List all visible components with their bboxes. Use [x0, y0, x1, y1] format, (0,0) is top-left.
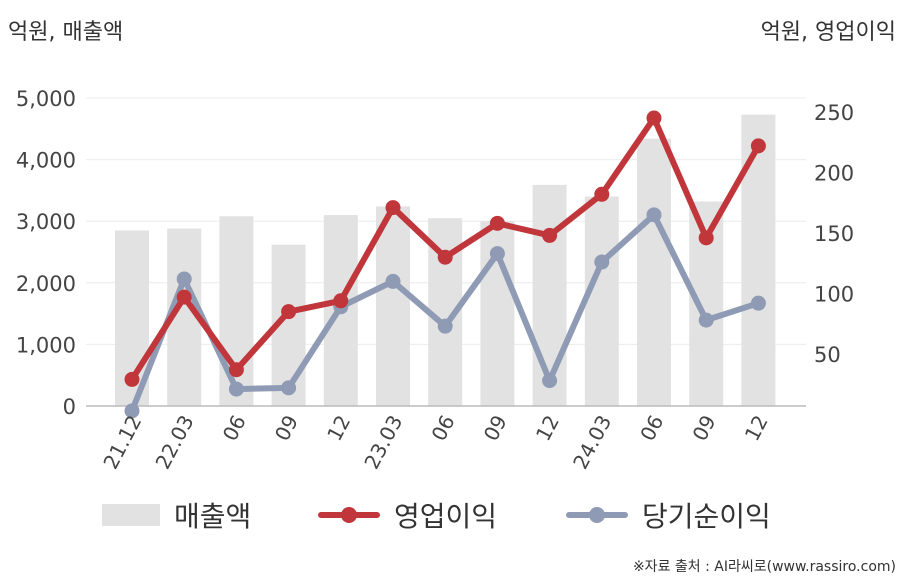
operating-profit-point [542, 227, 558, 243]
operating-profit-point [281, 304, 297, 320]
revenue-bar [532, 184, 567, 406]
x-tick-label: 21.12 [98, 411, 146, 473]
revenue-bar [584, 196, 619, 406]
right-tick-label: 200 [814, 162, 854, 186]
legend-label-operating-profit: 영업이익 [394, 500, 498, 533]
x-tick-label: 09 [479, 411, 512, 445]
x-tick-label: 23.03 [359, 411, 407, 473]
net-income-point [437, 318, 453, 334]
right-tick-label: 250 [814, 101, 854, 125]
net-income-point [385, 273, 401, 289]
right-tick-label: 100 [814, 283, 854, 307]
revenue-bar [376, 206, 410, 406]
x-tick-label: 12 [531, 411, 564, 445]
operating-profit-swatch [318, 504, 380, 526]
x-tick-label: 06 [218, 411, 251, 445]
operating-profit-point [646, 110, 662, 126]
operating-profit-point [594, 186, 610, 202]
net-income-point [542, 373, 558, 389]
operating-profit-point [489, 215, 505, 231]
net-income-point [124, 403, 140, 419]
right-axis-ticks: 50 100 150 200 250 [814, 101, 854, 367]
x-tick-label: 22.03 [151, 411, 199, 473]
left-axis-unit: 억원, 매출액 [8, 20, 124, 45]
legend-item-revenue: 매출액 [102, 492, 251, 538]
operating-profit-point [176, 289, 192, 305]
left-tick-label: 0 [63, 395, 76, 419]
x-tick-label: 12 [740, 411, 773, 445]
operating-profit-point [698, 230, 714, 246]
x-tick-label: 12 [322, 411, 355, 445]
x-tick-label: 09 [270, 411, 303, 445]
operating-profit-point [437, 249, 453, 265]
revenue-bar [637, 138, 671, 406]
net-income-point [281, 380, 297, 396]
left-axis-ticks: 0 1,000 2,000 3,000 4,000 5,000 [16, 87, 76, 419]
right-tick-label: 50 [814, 343, 841, 367]
legend-label-revenue: 매출액 [174, 500, 252, 533]
left-tick-label: 2,000 [16, 272, 76, 296]
net-income-point [176, 271, 192, 287]
revenue-swatch [102, 504, 160, 526]
net-income-point [750, 295, 766, 311]
legend-item-operating-profit: 영업이익 [318, 492, 497, 538]
x-tick-label: 24.03 [568, 411, 616, 473]
operating-profit-point [228, 362, 244, 378]
net-income-point [646, 207, 662, 223]
operating-profit-point [750, 138, 766, 154]
combo-chart: 0 1,000 2,000 3,000 4,000 5,000 50 100 150 200 25… [16, 87, 854, 473]
x-tick-label: 06 [635, 411, 668, 445]
legend-label-net-income: 당기순이익 [642, 500, 771, 533]
x-axis-ticks: 21.12 22.03 06 09 12 23.03 06 09 12 24.03 06 09 12 [98, 411, 772, 473]
right-axis-unit: 억원, 영업이익 [760, 20, 896, 45]
revenue-bar [741, 114, 776, 406]
legend-item-net-income: 당기순이익 [566, 492, 771, 538]
net-income-point [228, 381, 244, 397]
profit-lines [124, 110, 766, 419]
operating-profit-point [385, 200, 401, 216]
net-income-point [594, 254, 610, 270]
x-tick-label: 09 [687, 411, 720, 445]
net-income-swatch [566, 504, 628, 526]
left-tick-label: 5,000 [16, 87, 76, 111]
right-tick-label: 150 [814, 222, 854, 246]
revenue-bar [219, 216, 254, 406]
left-tick-label: 4,000 [16, 149, 76, 173]
source-note: ※자료 출처 : AI라씨로(www.rassiro.com) [632, 559, 896, 575]
x-tick-label: 06 [426, 411, 459, 445]
operating-profit-point [333, 293, 349, 309]
left-tick-label: 3,000 [16, 210, 76, 234]
net-income-point [489, 246, 505, 262]
legend: 매출액 영업이익 당기순이익 [0, 492, 908, 538]
left-tick-label: 1,000 [16, 333, 76, 357]
net-income-point [698, 312, 714, 328]
operating-profit-point [124, 371, 140, 387]
